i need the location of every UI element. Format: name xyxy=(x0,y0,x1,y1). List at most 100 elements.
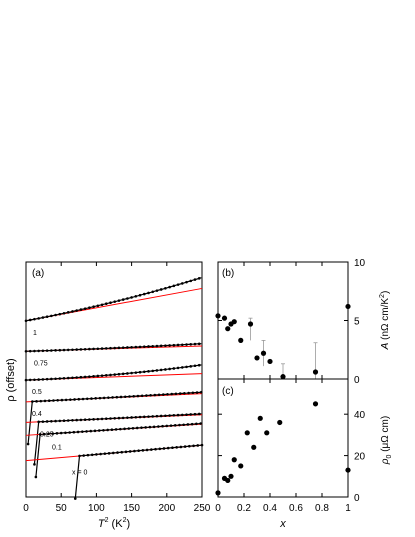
data-point xyxy=(28,318,32,322)
series-0.4: 0.4 xyxy=(25,390,203,446)
data-point xyxy=(58,348,62,352)
data-point xyxy=(168,414,171,417)
data-point xyxy=(41,420,45,423)
data-point xyxy=(85,430,88,433)
data-point xyxy=(197,363,201,367)
data-point xyxy=(145,394,148,397)
data-point xyxy=(51,432,55,435)
data-point xyxy=(31,400,34,403)
panel-b: (b) A (nΩ cm/K2) 0 5 10 xyxy=(215,258,391,386)
data-point xyxy=(193,364,197,368)
data-point xyxy=(166,393,169,396)
data-point xyxy=(92,347,95,351)
data-point xyxy=(225,477,231,484)
data-point xyxy=(221,315,228,321)
ytick-label: 0 xyxy=(354,493,360,504)
data-point xyxy=(114,428,118,431)
data-point xyxy=(107,452,111,455)
data-point xyxy=(54,313,57,317)
data-point xyxy=(124,450,128,454)
data-point xyxy=(158,447,162,451)
data-point xyxy=(89,429,93,433)
data-point xyxy=(43,432,46,436)
data-point xyxy=(228,473,234,479)
data-point xyxy=(175,446,178,449)
data-point xyxy=(141,449,145,452)
xtick-label: 50 xyxy=(56,503,68,514)
data-point xyxy=(60,398,64,402)
data-point xyxy=(104,417,108,421)
data-point xyxy=(55,432,59,435)
data-point xyxy=(50,377,53,381)
data-point xyxy=(45,377,49,381)
data-point xyxy=(193,278,197,281)
data-point xyxy=(121,416,125,420)
data-point xyxy=(82,454,86,457)
data-point xyxy=(96,417,100,421)
data-point xyxy=(106,428,109,432)
data-point xyxy=(159,344,163,348)
data-point xyxy=(97,429,101,432)
data-point xyxy=(164,368,167,371)
panel-a-series: 1 0.75 0.5 0.4 0.25 0.1 x = 0 xyxy=(24,277,204,500)
data-point xyxy=(96,304,100,308)
panel-c-points xyxy=(215,401,351,496)
xtick-label: 0 xyxy=(215,503,221,514)
data-point xyxy=(238,337,244,343)
data-point xyxy=(76,430,80,434)
data-point xyxy=(50,349,53,352)
data-point xyxy=(178,423,181,427)
data-point xyxy=(154,447,157,451)
data-point xyxy=(134,415,138,419)
data-point xyxy=(50,314,53,318)
data-point xyxy=(109,301,112,305)
data-point xyxy=(28,378,32,382)
data-point xyxy=(24,350,28,353)
data-point xyxy=(104,347,108,350)
data-point xyxy=(90,397,93,400)
data-point xyxy=(54,377,57,381)
data-point xyxy=(151,369,155,373)
series-0.1: 0.1 xyxy=(25,422,203,479)
panel-c-label: (c) xyxy=(222,386,234,397)
data-point xyxy=(176,343,180,347)
panel-a-label: (a) xyxy=(32,268,44,279)
data-point xyxy=(131,426,135,430)
panel-b-label: (b) xyxy=(222,268,234,279)
xtick-label: 0.8 xyxy=(315,503,329,514)
data-curve xyxy=(25,364,202,381)
data-point xyxy=(264,430,270,436)
data-point xyxy=(117,299,121,302)
data-point xyxy=(37,378,40,381)
data-point xyxy=(45,315,49,319)
data-point xyxy=(111,396,114,399)
data-point xyxy=(73,398,76,401)
data-point xyxy=(172,367,176,370)
data-point xyxy=(47,399,51,403)
data-point xyxy=(130,371,133,375)
data-point xyxy=(45,420,49,423)
data-point xyxy=(69,398,72,401)
data-point xyxy=(185,365,188,369)
data-point xyxy=(104,374,108,377)
data-point xyxy=(88,418,91,421)
data-point xyxy=(312,369,319,375)
xtick-label: 0.6 xyxy=(289,503,303,514)
data-point xyxy=(200,443,204,447)
data-point xyxy=(189,413,193,416)
data-point xyxy=(195,391,199,394)
data-point xyxy=(186,423,190,426)
panel-c-axis: 0 20 40 0 0.2 0.4 0.6 0.8 1 xyxy=(215,379,366,514)
data-point xyxy=(142,415,146,419)
data-point xyxy=(102,428,105,432)
data-point xyxy=(117,372,121,376)
data-point xyxy=(100,347,104,350)
data-point xyxy=(92,375,95,378)
series-0.5: 0.5 xyxy=(24,363,203,396)
data-point xyxy=(180,413,184,417)
data-point xyxy=(107,396,110,399)
data-point xyxy=(28,349,32,353)
data-point xyxy=(113,373,117,376)
data-point xyxy=(81,397,85,401)
data-point xyxy=(58,312,62,316)
